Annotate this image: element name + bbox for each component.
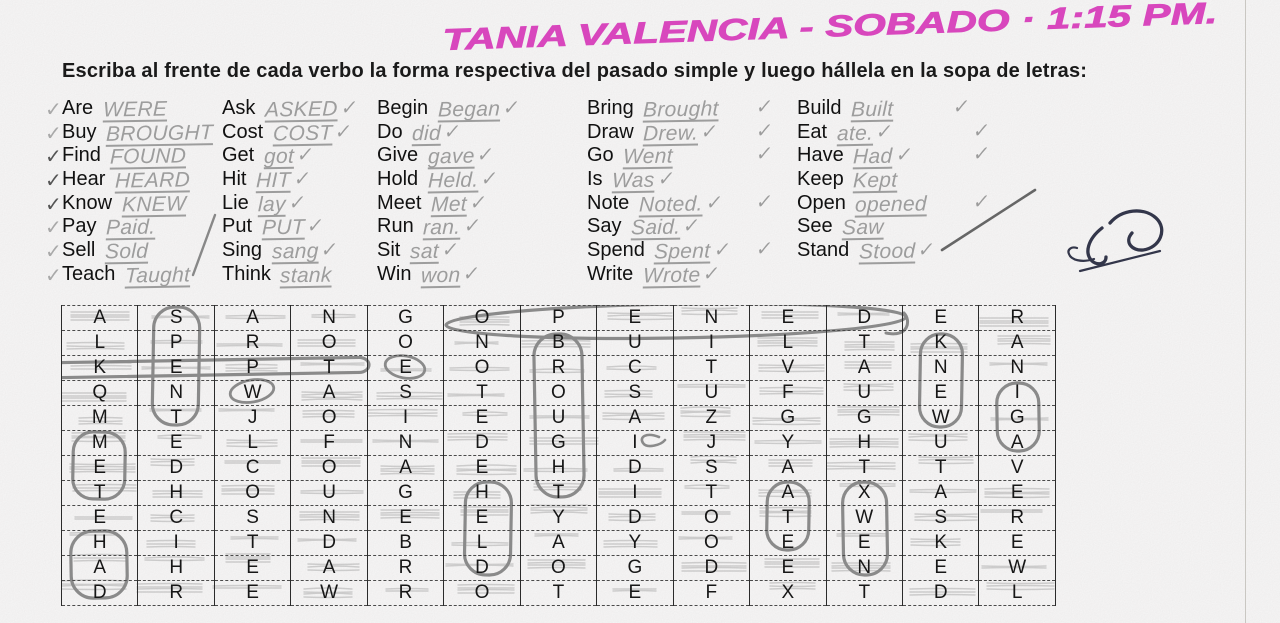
- svg-text:TANIA VALENCIA - SOBADO · 1:15: TANIA VALENCIA - SOBADO · 1:15 PM.: [442, 0, 1218, 57]
